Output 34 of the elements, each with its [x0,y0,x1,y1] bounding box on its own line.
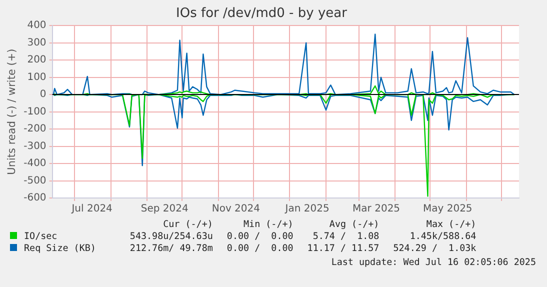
y-tick-label: 400 [27,20,46,32]
legend-label: Req Size (KB) [23,243,97,255]
text: Cur (-/+) [162,219,213,231]
text: Avg (-/+) [328,219,380,231]
text: Min (-/+) [242,219,294,231]
x-tick-label: Nov 2024 [212,204,260,215]
y-tick-label: -200 [24,124,46,135]
text: 212.76m/ 49.78m [128,243,213,255]
text: 11.17 / 11.57 [306,243,380,255]
y-tick-label: 0 [40,89,46,100]
y-tick-label: -400 [24,158,46,170]
chart-title: IOs for /dev/md0 - by year [176,6,348,22]
y-tick-label: -100 [24,106,46,118]
y-tick-label: 200 [27,54,46,66]
x-tick-label: May 2025 [422,204,472,215]
y-tick-label: 300 [27,37,46,48]
x-tick-label: Mar 2025 [352,204,400,215]
x-tick-label: Sep 2024 [140,204,188,215]
text: 543.98u/254.63u [128,231,213,243]
x-tick-label: Jul 2024 [70,204,112,215]
text: 1.45k/588.64 [408,231,476,243]
y-axis-title: Units read (-) / write (+) [6,48,18,175]
y-tick-label: -300 [24,140,46,152]
text: Last update: Wed Jul 16 02:05:06 2025 [331,257,536,268]
y-tick-label: 100 [27,72,46,83]
text: 0.00 / 0.00 [226,243,294,255]
x-tick-label: Jan 2025 [284,204,330,215]
legend-label: IO/sec [23,231,58,243]
y-tick-label: -500 [24,175,46,186]
text: 0.00 / 0.00 [226,231,294,243]
text: 5.74 / 1.08 [312,231,380,243]
text: Max (-/+) [425,219,476,231]
text: 524.29 / 1.03k [392,243,476,255]
y-tick-label: -600 [24,192,46,204]
